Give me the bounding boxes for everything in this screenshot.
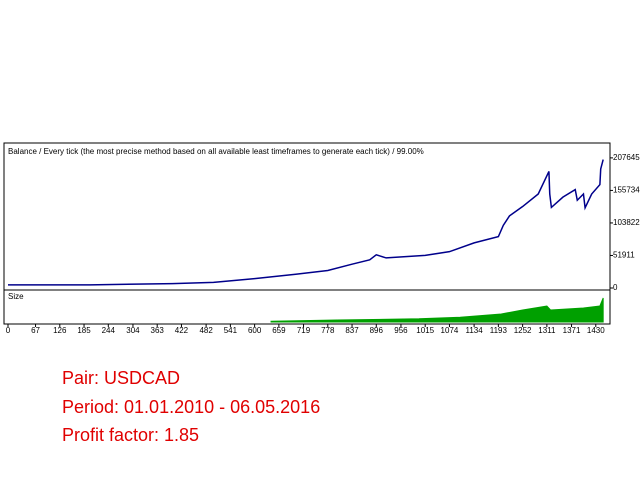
x-tick-label: 719	[297, 326, 311, 335]
y-tick-label: 103822	[613, 218, 640, 227]
x-tick-label: 363	[151, 326, 165, 335]
y-tick-label: 0	[613, 283, 618, 292]
y-tick-label: 155734	[613, 186, 640, 195]
x-tick-label: 1193	[490, 326, 508, 335]
balance-line	[8, 159, 604, 286]
x-tick-label: 185	[77, 326, 91, 335]
x-tick-label: 1252	[514, 326, 532, 335]
x-tick-label: 896	[370, 326, 384, 335]
period: Period: 01.01.2010 - 06.05.2016	[62, 397, 320, 417]
y-tick-label: 207645	[613, 153, 640, 162]
x-tick-label: 1074	[441, 326, 459, 335]
x-tick-label: 1134	[466, 326, 484, 335]
panel-title: Size	[8, 292, 24, 301]
x-tick-label: 422	[175, 326, 189, 335]
x-tick-label: 1430	[587, 326, 605, 335]
x-tick-label: 126	[53, 326, 67, 335]
chart-title: Balance / Every tick (the most precise m…	[8, 147, 424, 156]
x-tick-label: 541	[224, 326, 238, 335]
x-tick-label: 304	[126, 326, 140, 335]
x-tick-label: 837	[345, 326, 359, 335]
x-tick-label: 482	[199, 326, 213, 335]
x-tick-label: 244	[102, 326, 116, 335]
x-tick-label: 1311	[538, 326, 556, 335]
x-tick-label: 659	[272, 326, 286, 335]
size-area	[270, 297, 604, 323]
x-tick-label: 778	[321, 326, 335, 335]
y-tick-label: 51911	[613, 251, 635, 260]
pair: Pair: USDCAD	[62, 368, 180, 388]
x-tick-label: 600	[248, 326, 262, 335]
x-tick-label: 1371	[563, 326, 581, 335]
main-panel	[3, 142, 611, 291]
x-tick-label: 1015	[416, 326, 434, 335]
profit-factor: Profit factor: 1.85	[62, 425, 199, 445]
x-tick-label: 0	[6, 326, 11, 335]
x-tick-label: 67	[31, 326, 40, 335]
x-tick-label: 956	[394, 326, 408, 335]
